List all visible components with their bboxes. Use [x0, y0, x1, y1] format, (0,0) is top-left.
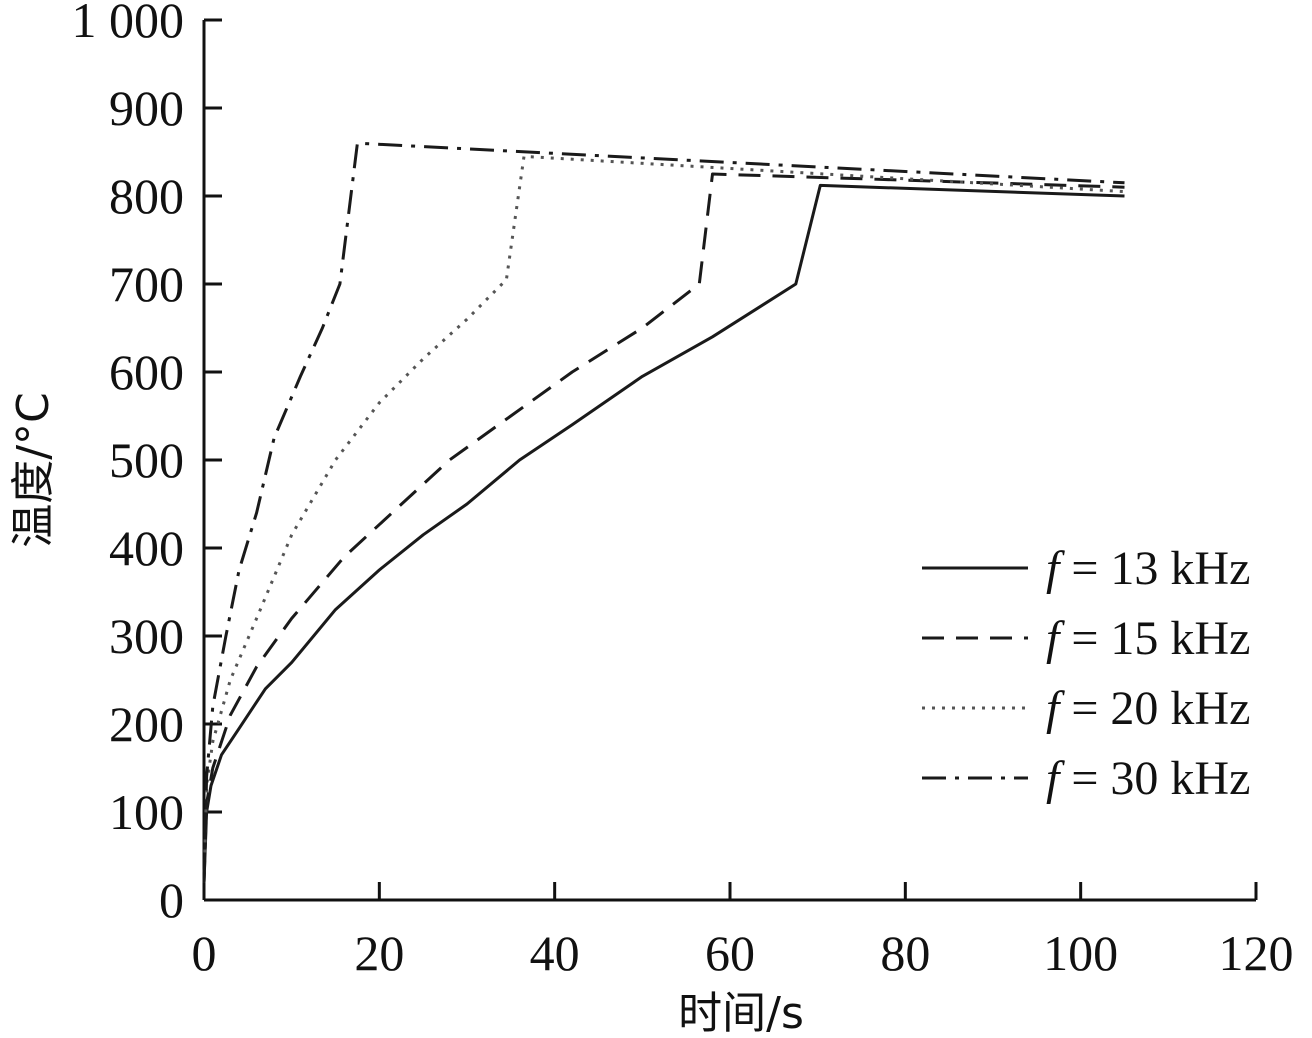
series-line [202, 183, 1125, 883]
y-tick-label: 700 [109, 256, 184, 312]
y-tick-label: 500 [109, 432, 184, 488]
ticks: 0 20 40 60 80 100 120 0 100 200 300 400 500 600 700 800… [72, 0, 1294, 981]
legend-label: f = 13 kHz [1046, 542, 1250, 595]
y-tick-label: 900 [109, 80, 184, 136]
x-tick-label: 120 [1219, 925, 1294, 981]
series-line [202, 172, 1125, 883]
legend-label: f = 30 kHz [1046, 752, 1250, 805]
legend-label: f = 15 kHz [1046, 612, 1250, 665]
legend-label: f = 20 kHz [1046, 682, 1250, 735]
y-tick-label: 200 [109, 696, 184, 752]
x-tick-label: 0 [192, 925, 217, 981]
y-tick-label: 0 [159, 872, 184, 928]
y-tick-label: 400 [109, 520, 184, 576]
series-layer [202, 141, 1125, 883]
x-tick-label: 100 [1043, 925, 1118, 981]
y-axis-title: 温度/°C [8, 392, 59, 548]
y-tick-label: 1 000 [72, 0, 185, 48]
series-line [202, 154, 1125, 883]
x-tick-label: 20 [354, 925, 404, 981]
x-tick-label: 40 [530, 925, 580, 981]
x-axis-title: 时间/s [678, 988, 804, 1038]
legend: f = 13 kHz f = 15 kHz f = 20 kHz f = 30 kHz [922, 542, 1250, 805]
y-tick-label: 800 [109, 168, 184, 224]
x-tick-label: 80 [880, 925, 930, 981]
x-tick-label: 60 [705, 925, 755, 981]
y-tick-label: 300 [109, 608, 184, 664]
y-tick-label: 100 [109, 784, 184, 840]
series-line [202, 141, 1125, 883]
y-tick-label: 600 [109, 344, 184, 400]
